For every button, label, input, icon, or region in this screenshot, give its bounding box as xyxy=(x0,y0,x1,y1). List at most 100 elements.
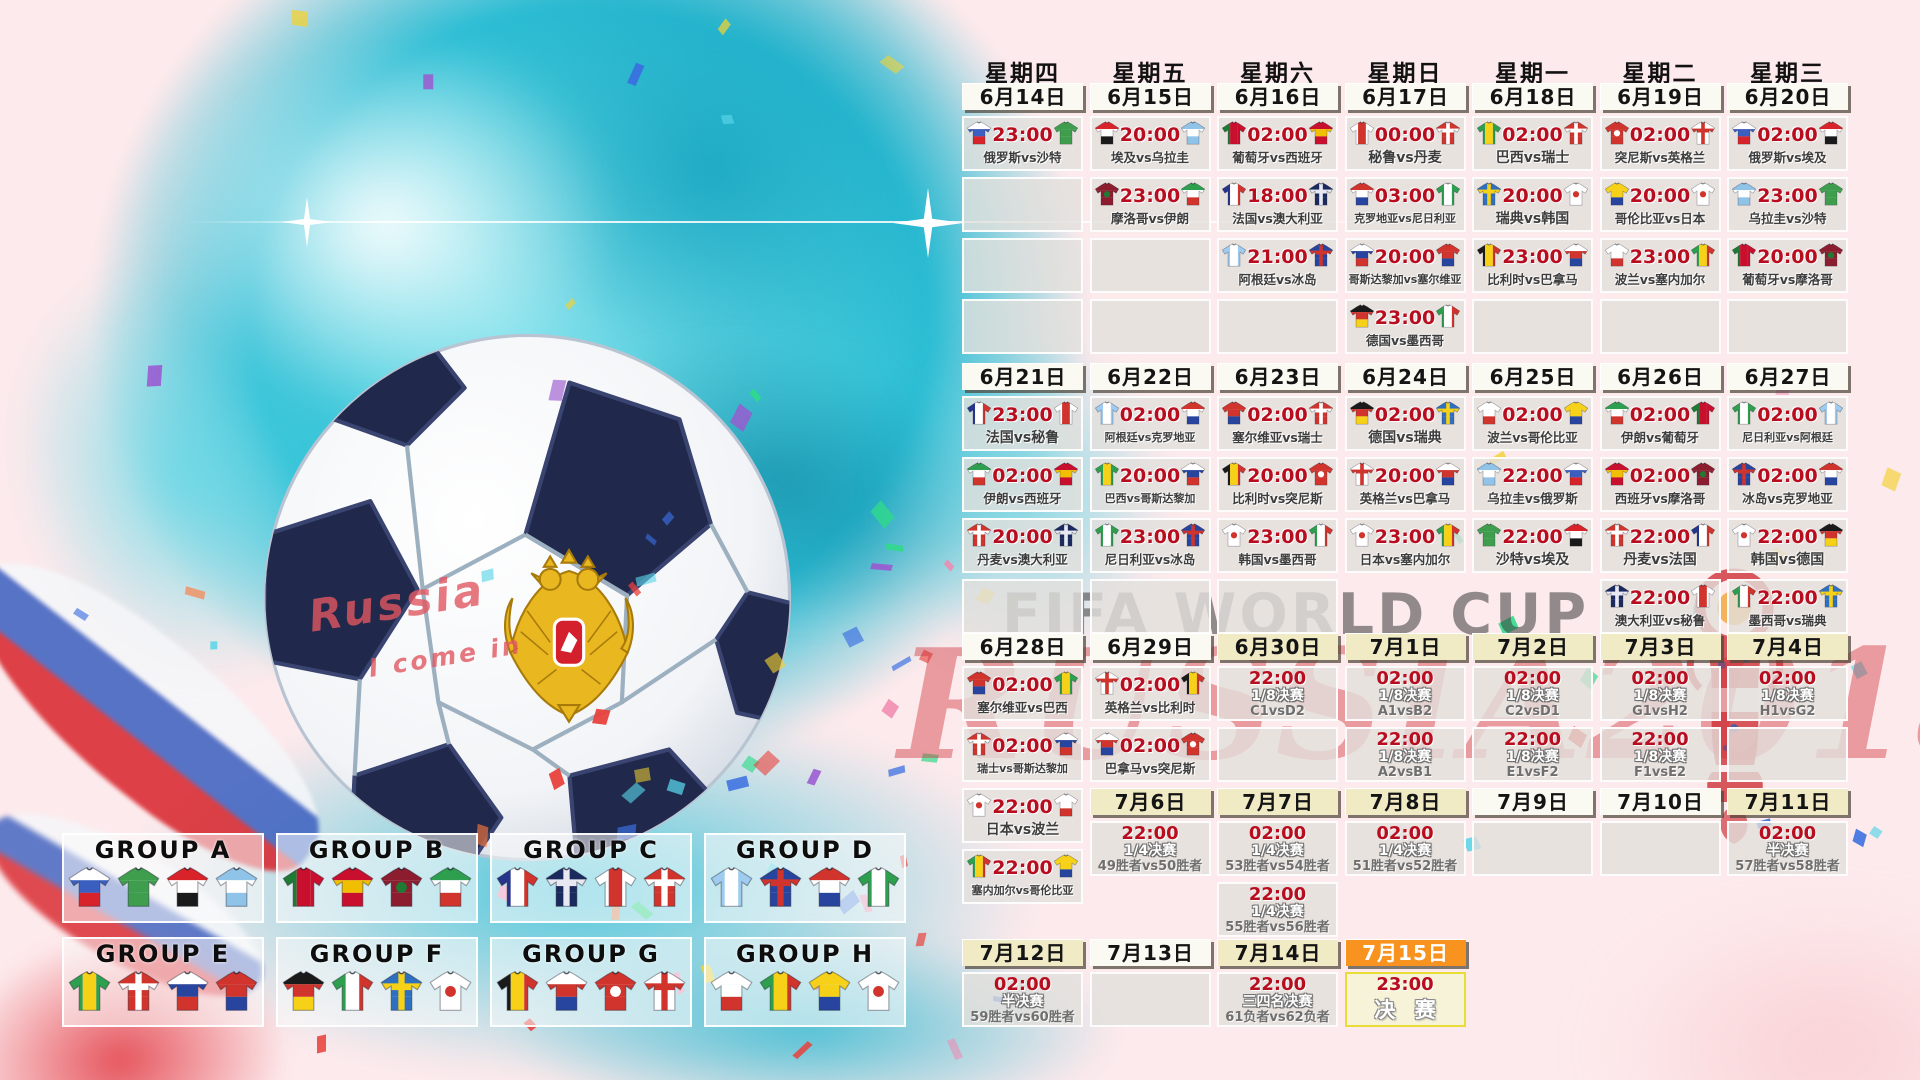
knockout-match-cell: 02:00 半决赛 59胜者vs60胜者 xyxy=(962,972,1083,1027)
match-cell: 02:00 塞尔维亚vs瑞士 xyxy=(1217,396,1338,451)
knockout-match-cell: 22:00 1/8决赛 E1vsF2 xyxy=(1472,727,1593,782)
match-cell: 20:00 埃及vs乌拉圭 xyxy=(1089,116,1211,171)
home-team-jersey-icon xyxy=(1349,182,1375,210)
team-jersey-icon xyxy=(281,970,326,1016)
weekday-header: 星期一 xyxy=(1495,61,1570,87)
match-teams-label: 波兰vs哥伦比亚 xyxy=(1487,430,1578,445)
confetti-piece xyxy=(565,297,577,311)
date-cell: 7月8日 xyxy=(1344,788,1466,815)
knockout-match-cell: 02:00 1/4决赛 51胜者vs52胜者 xyxy=(1344,821,1466,876)
match-teams-label: 秘鲁vs丹麦 xyxy=(1368,150,1442,166)
date-cell: 6月19日 xyxy=(1599,83,1721,110)
team-jersey-icon xyxy=(330,866,375,912)
match-row: 02:00 xyxy=(1219,118,1336,150)
match-time: 22:00 xyxy=(1631,728,1689,750)
match-pairing: H1vsG2 xyxy=(1759,703,1816,719)
match-teams-label: 阿根廷vs克罗地亚 xyxy=(1104,431,1196,444)
match-row: 02:00 xyxy=(1347,398,1464,430)
group-title: GROUP B xyxy=(308,836,446,864)
match-teams-label: 埃及vs乌拉圭 xyxy=(1110,150,1190,165)
match-time: 22:00 xyxy=(1757,526,1818,548)
final-label: 决 赛 xyxy=(1374,998,1442,1022)
match-teams-label: 英格兰vs巴拿马 xyxy=(1359,491,1451,506)
empty-cell xyxy=(962,579,1083,634)
away-team-jersey-icon xyxy=(1180,462,1206,490)
home-team-jersey-icon xyxy=(1221,182,1247,210)
match-teams-label: 阿根廷vs冰岛 xyxy=(1238,272,1317,287)
date-cell: 6月15日 xyxy=(1089,83,1211,110)
team-jersey-icon xyxy=(67,866,112,912)
match-time: 22:00 xyxy=(1121,822,1179,844)
match-teams-label: 突尼斯vs英格兰 xyxy=(1614,150,1706,165)
confetti-piece xyxy=(291,10,309,28)
empty-cell xyxy=(1599,299,1721,354)
group-jersey-row xyxy=(64,866,262,912)
away-team-jersey-icon xyxy=(1818,182,1844,210)
match-teams-label: 塞尔维亚vs巴西 xyxy=(977,700,1068,715)
team-jersey-icon xyxy=(379,970,424,1016)
match-time: 02:00 xyxy=(1757,465,1818,487)
match-time: 22:00 xyxy=(1376,728,1434,750)
round-label: 1/4决赛 xyxy=(1123,842,1177,859)
confetti-piece xyxy=(666,779,686,797)
empty-cell xyxy=(1472,299,1593,354)
match-row: 02:00 xyxy=(964,459,1081,491)
round-label: 1/8决赛 xyxy=(1633,687,1687,704)
calendar-band: 7月12日 02:00 半决赛 59胜者vs60胜者 xyxy=(962,939,1083,1033)
home-team-jersey-icon xyxy=(1604,584,1630,612)
match-cell: 23:00 俄罗斯vs沙特 xyxy=(962,116,1083,171)
date-cell: 6月24日 xyxy=(1344,363,1466,390)
away-team-jersey-icon xyxy=(1435,304,1461,332)
away-team-jersey-icon xyxy=(1308,182,1334,210)
empty-cell xyxy=(962,299,1083,354)
match-cell: 03:00 克罗地亚vs尼日利亚 xyxy=(1344,177,1466,232)
match-cell: 02:00 巴西vs瑞士 xyxy=(1472,116,1593,171)
team-jersey-icon xyxy=(495,866,540,912)
match-teams-label: 塞内加尔vs哥伦比亚 xyxy=(971,884,1074,897)
home-team-jersey-icon xyxy=(1094,121,1120,149)
date-cell: 7月14日 xyxy=(1217,939,1338,966)
date-cell: 6月25日 xyxy=(1472,363,1593,390)
team-jersey-icon xyxy=(214,866,259,912)
match-time: 02:00 xyxy=(992,735,1053,757)
confetti-piece xyxy=(548,767,565,791)
empty-cell xyxy=(1217,579,1338,634)
match-cell: 23:00 乌拉圭vs沙特 xyxy=(1727,177,1848,232)
match-cell: 23:00 尼日利亚vs冰岛 xyxy=(1089,518,1211,573)
knockout-match-cell: 02:00 半决赛 57胜者vs58胜者 xyxy=(1727,821,1848,876)
away-team-jersey-icon xyxy=(1690,243,1716,271)
match-teams-label: 法国vs澳大利亚 xyxy=(1232,211,1323,226)
match-time: 23:00 xyxy=(1119,526,1181,548)
match-pairing: G1vsH2 xyxy=(1632,703,1688,719)
confetti-piece xyxy=(884,543,904,552)
group-panel-e: GROUP E xyxy=(62,937,264,1027)
match-time: 00:00 xyxy=(1374,124,1436,146)
date-cell: 6月20日 xyxy=(1727,83,1848,110)
match-time: 02:00 xyxy=(1629,404,1691,426)
match-pairing: F1vsE2 xyxy=(1633,764,1687,780)
confetti-piece xyxy=(882,698,900,719)
away-team-jersey-icon xyxy=(1053,793,1079,821)
home-team-jersey-icon xyxy=(1476,401,1502,429)
match-time: 20:00 xyxy=(1374,465,1436,487)
date-cell: 7月6日 xyxy=(1089,788,1211,815)
away-team-jersey-icon xyxy=(1053,671,1079,699)
match-time: 02:00 xyxy=(992,465,1053,487)
round-label: 半决赛 xyxy=(1766,842,1809,859)
match-time: 02:00 xyxy=(1119,404,1181,426)
confetti-piece xyxy=(842,626,865,648)
match-teams-label: 尼日利亚vs阿根廷 xyxy=(1742,431,1833,444)
sparkle-star-icon xyxy=(893,188,963,258)
empty-cell xyxy=(1727,299,1848,354)
home-team-jersey-icon xyxy=(1476,121,1502,149)
calendar-band: 6月25日 02:00 波兰vs哥伦比亚 22:00 乌拉圭vs俄罗斯 22:00 沙特vs… xyxy=(1472,363,1593,579)
confetti-piece xyxy=(634,766,651,784)
match-row: 20:00 xyxy=(1347,459,1464,491)
empty-cell xyxy=(1089,299,1211,354)
match-time: 22:00 xyxy=(1248,667,1307,689)
team-jersey-icon xyxy=(165,866,210,912)
match-teams-label: 俄罗斯vs沙特 xyxy=(983,150,1062,165)
empty-cell xyxy=(1727,727,1848,782)
match-row: 20:00 xyxy=(1219,459,1336,491)
